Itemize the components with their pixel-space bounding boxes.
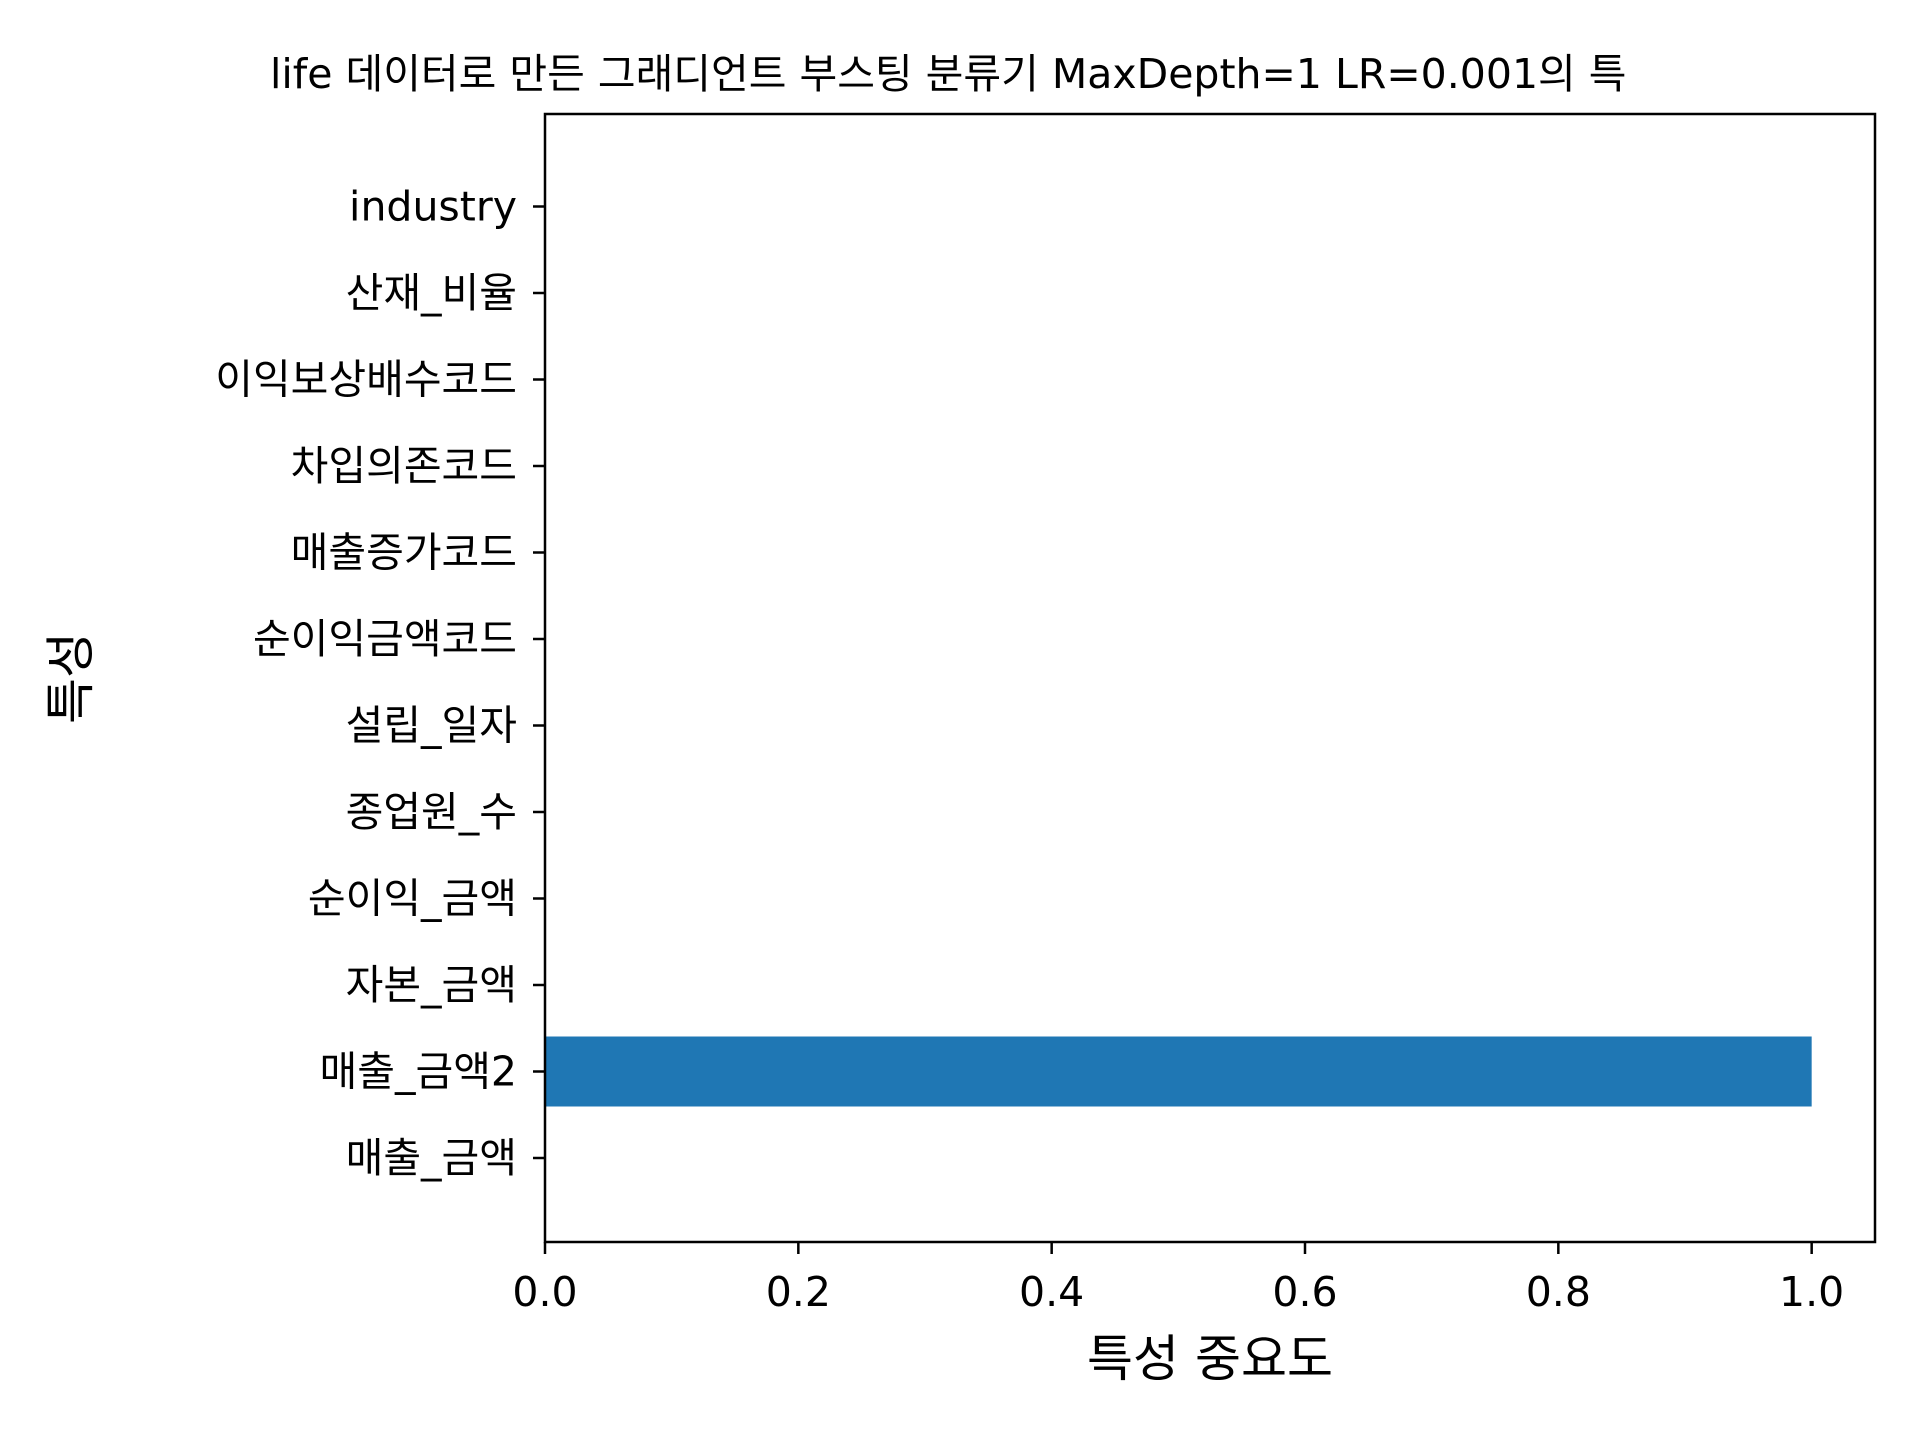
- y-tick-label-3: 순이익_금액: [308, 875, 517, 923]
- y-axis-label: 특성: [42, 632, 100, 724]
- x-tick-label-5: 1.0: [1779, 1268, 1844, 1316]
- y-tick-label-9: 이익보상배수코드: [215, 356, 517, 404]
- x-tick-label-2: 0.4: [1019, 1268, 1084, 1316]
- y-axis-ticks: 매출_금액 매출_금액2 자본_금액 순이익_금액 종업원_수 설립_일자 순이익금액코드 매…: [215, 183, 545, 1182]
- x-axis-ticks: 0.0 0.2 0.4 0.6 0.8 1.0: [512, 1242, 1844, 1316]
- x-tick-label-1: 0.2: [766, 1268, 831, 1316]
- y-tick-label-7: 매출증가코드: [291, 529, 517, 577]
- y-tick-label-8: 차입의존코드: [291, 442, 517, 490]
- y-tick-label-2: 자본_금액: [346, 961, 517, 1009]
- x-tick-label-3: 0.6: [1272, 1268, 1337, 1316]
- bar-1: [545, 1036, 1812, 1107]
- x-tick-label-0: 0.0: [512, 1268, 577, 1316]
- x-tick-label-4: 0.8: [1526, 1268, 1591, 1316]
- plot-area-frame: [543, 112, 1877, 1244]
- chart-title: life 데이터로 만든 그래디언트 부스팅 분류기 MaxDepth=1 LR…: [270, 50, 1627, 98]
- bars-layer: [545, 1036, 1812, 1107]
- y-tick-label-5: 설립_일자: [346, 702, 517, 750]
- y-tick-label-0: 매출_금액: [346, 1134, 517, 1182]
- y-tick-label-6: 순이익금액코드: [253, 615, 517, 663]
- y-tick-label-1: 매출_금액2: [320, 1048, 517, 1096]
- x-axis-label: 특성 중요도: [1087, 1330, 1333, 1388]
- y-tick-label-11: industry: [349, 183, 517, 231]
- y-tick-label-10: 산재_비율: [346, 269, 517, 317]
- y-tick-label-4: 종업원_수: [346, 788, 517, 836]
